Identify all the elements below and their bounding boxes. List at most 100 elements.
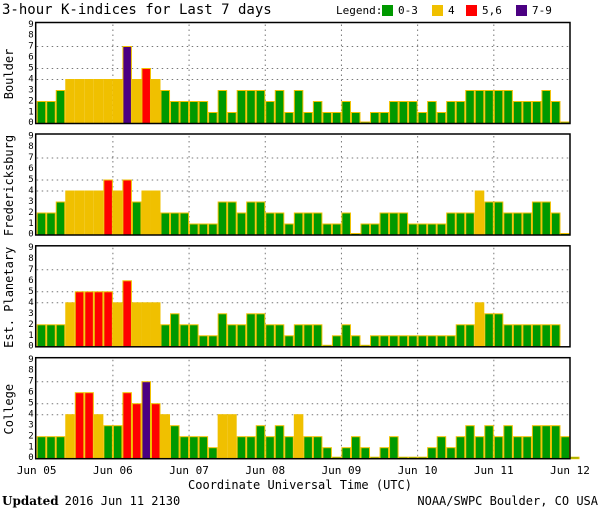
bar — [446, 101, 456, 124]
bar — [36, 212, 47, 236]
bar — [179, 436, 190, 460]
bar — [179, 212, 190, 236]
bar — [55, 324, 66, 348]
bar — [65, 302, 75, 348]
bar — [465, 212, 475, 236]
bar — [46, 436, 56, 460]
y-tick-label: 3 — [28, 421, 33, 431]
bar — [303, 112, 313, 124]
bar — [303, 436, 313, 460]
bar — [531, 324, 542, 348]
bar — [179, 101, 190, 124]
y-tick-label: 1 — [28, 443, 33, 453]
bar — [493, 201, 504, 236]
bar — [446, 212, 456, 236]
bar — [522, 436, 532, 460]
bar — [246, 436, 256, 460]
plot-frame — [34, 133, 571, 236]
bar — [370, 112, 380, 124]
bar — [465, 90, 475, 124]
bar — [141, 68, 151, 124]
bar — [389, 436, 399, 460]
bar — [293, 324, 304, 348]
bar — [541, 425, 551, 460]
legend-entry-label: 0-3 — [398, 4, 418, 17]
bar — [379, 447, 390, 460]
y-tick-label: 1 — [28, 219, 33, 229]
bar — [427, 335, 437, 348]
x-tick-label: Jun 08 — [245, 464, 285, 477]
bar — [150, 403, 161, 460]
bar — [474, 190, 485, 236]
bar — [103, 179, 113, 236]
bar — [531, 425, 542, 460]
bar — [170, 212, 180, 236]
bar — [217, 313, 228, 348]
bar — [227, 201, 237, 236]
bar — [284, 335, 294, 348]
bar — [112, 190, 123, 236]
bar — [446, 335, 456, 348]
y-tick-label: 6 — [28, 388, 33, 398]
y-tick-label: 6 — [28, 164, 33, 174]
bar — [150, 302, 161, 348]
bar — [84, 79, 94, 124]
bar — [379, 112, 390, 124]
legend: Legend: 0-3 4 5,6 7-9 — [336, 4, 552, 17]
bar — [93, 414, 104, 460]
x-tick-label: Jun 06 — [93, 464, 133, 477]
bar — [217, 201, 228, 236]
bar — [350, 112, 361, 124]
bar — [46, 324, 56, 348]
bar — [322, 447, 332, 460]
x-tick-label: Jun 09 — [322, 464, 362, 477]
bar — [227, 324, 237, 348]
legend-swatch — [382, 5, 393, 16]
bar — [322, 112, 332, 124]
y-tick-label: 7 — [28, 153, 33, 163]
bar — [284, 112, 294, 124]
bar — [389, 212, 399, 236]
bar — [46, 212, 56, 236]
bar — [141, 190, 151, 236]
bar — [541, 201, 551, 236]
panel-label: Boulder — [2, 49, 16, 100]
bar — [312, 324, 323, 348]
bar — [150, 190, 161, 236]
bar — [550, 324, 561, 348]
bar — [474, 436, 485, 460]
y-tick-label: 4 — [28, 75, 33, 85]
bar — [236, 212, 247, 236]
bar — [198, 335, 209, 348]
bar — [293, 90, 304, 124]
bar — [131, 201, 142, 236]
bar — [74, 79, 85, 124]
y-tick-label: 2 — [28, 432, 33, 442]
x-tick-label: Jun 07 — [169, 464, 209, 477]
bar — [398, 335, 409, 348]
bar — [274, 90, 285, 124]
y-tick-label: 5 — [28, 64, 33, 74]
bar — [74, 291, 85, 348]
bar — [389, 101, 399, 124]
bar — [160, 212, 171, 236]
bar — [208, 112, 218, 124]
bar — [141, 302, 151, 348]
x-axis-label: Coordinate Universal Time (UTC) — [188, 478, 412, 492]
y-tick-label: 8 — [28, 31, 33, 41]
bar — [55, 436, 66, 460]
bar — [36, 101, 47, 124]
bar — [417, 223, 428, 236]
y-tick-label: 9 — [28, 355, 33, 365]
bar — [550, 101, 561, 124]
y-tick-label: 3 — [28, 86, 33, 96]
bar — [360, 447, 371, 460]
bar — [570, 456, 580, 460]
bar — [503, 425, 513, 460]
bar — [265, 436, 275, 460]
bar — [484, 425, 494, 460]
bar — [341, 212, 351, 236]
updated-label: Updated — [2, 494, 59, 508]
